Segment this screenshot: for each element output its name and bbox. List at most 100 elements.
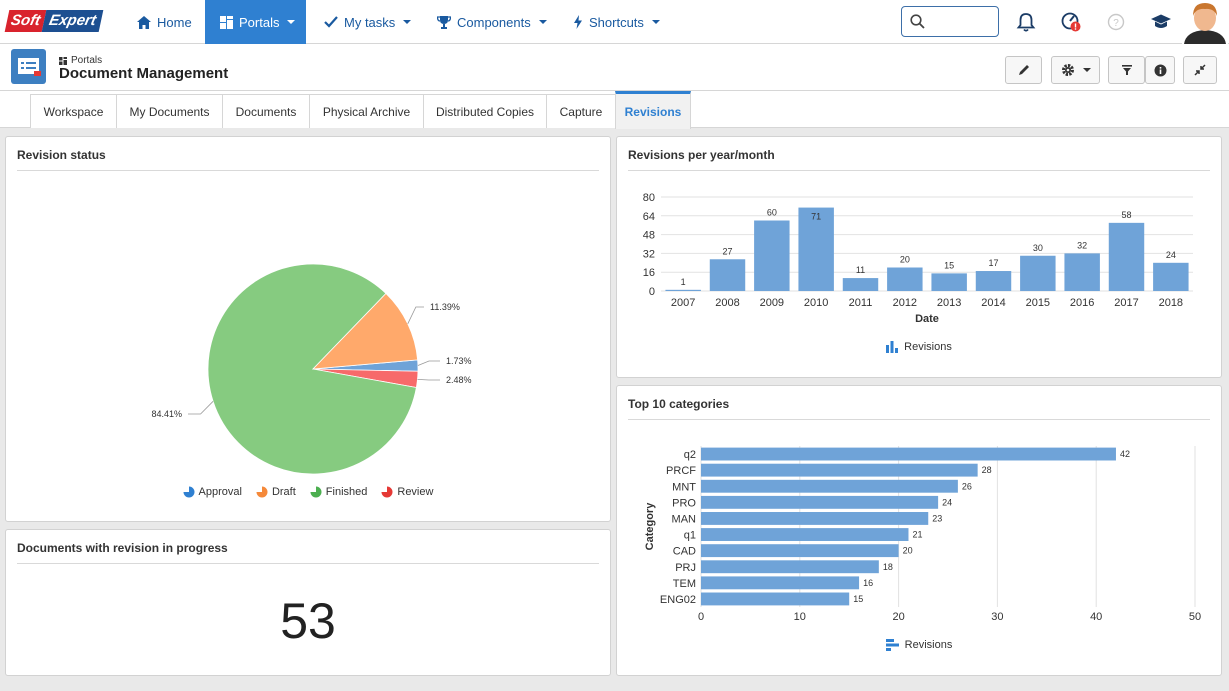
pie-legend-icon [310,486,322,498]
revision-in-progress-count[interactable]: 53 [280,593,336,649]
nav-my-tasks-label: My tasks [344,14,396,30]
tab-revisions[interactable]: Revisions [615,91,691,129]
nav-home-label: Home [157,14,192,30]
bar-2011[interactable] [842,278,879,291]
bar-PRCF[interactable] [701,463,978,477]
bar-2007[interactable] [665,289,701,291]
legend-item-draft[interactable]: Draft [256,486,296,498]
filter-button[interactable] [1108,56,1145,84]
bar-CAD[interactable] [701,544,899,558]
bell-icon[interactable] [1015,11,1037,33]
legend-item-review[interactable]: Review [381,486,433,498]
nav-components-label: Components [457,14,531,30]
global-search[interactable] [901,6,999,37]
bar-PRO[interactable] [701,495,939,509]
bolt-icon [574,15,582,29]
breadcrumb[interactable]: Portals [59,55,102,66]
legend-item-approval[interactable]: Approval [183,486,242,498]
bar-2017[interactable] [1108,222,1145,291]
bar-2015[interactable] [1020,255,1056,291]
horizontal-bar-chart-icon [885,639,899,651]
bar-data-label: 24 [942,497,952,507]
tab-label: My Documents [129,104,210,119]
year-chart-legend[interactable]: Revisions [617,341,1221,353]
nav-portals[interactable]: Portals [205,0,306,44]
bar-data-label: 16 [863,578,873,588]
pie-legend: Approval Draft Finished Review [6,486,610,498]
home-icon [137,15,151,29]
pie-slice-finished[interactable] [207,263,417,475]
portal-header: Portals Document Management [0,44,1229,91]
nav-components[interactable]: Components [437,0,555,44]
tab-label: Physical Archive [322,104,411,119]
user-avatar[interactable] [1182,0,1228,44]
graduation-cap-icon[interactable] [1150,11,1172,33]
bar-data-label: 20 [903,546,913,556]
bar-ENG02[interactable] [701,592,850,606]
tab-distributed-copies[interactable]: Distributed Copies [423,94,547,128]
legend-label: Review [397,486,434,498]
nav-my-tasks[interactable]: My tasks [324,0,419,44]
portals-grid-icon [59,56,67,65]
category-chart-legend[interactable]: Revisions [617,639,1221,651]
gear-icon [1061,64,1074,76]
bar-data-label: 18 [883,562,893,572]
search-input[interactable] [930,12,994,32]
panel-title: Revision status [17,148,106,162]
y-tick-label: q2 [684,449,696,461]
bar-data-label: 42 [1120,449,1130,459]
nav-home[interactable]: Home [127,0,205,44]
chevron-down-icon [538,20,547,24]
legend-label: Approval [198,486,242,498]
pie-slice-draft[interactable] [311,292,419,370]
tab-workspace[interactable]: Workspace [30,94,117,128]
bar-PRJ[interactable] [701,560,879,574]
bar-MNT[interactable] [701,479,958,493]
bar-2012[interactable] [887,267,923,292]
settings-dropdown-button[interactable] [1051,56,1100,84]
legend-label: Draft [271,486,296,498]
bar-data-label: 20 [900,255,910,265]
bar-data-label: 24 [1166,250,1176,260]
bar-data-label: 21 [912,530,922,540]
bar-q2[interactable] [701,447,1116,461]
bar-MAN[interactable] [701,512,929,525]
tab-documents[interactable]: Documents [222,94,310,128]
collapse-button[interactable] [1183,56,1217,84]
info-button[interactable] [1145,56,1175,84]
bar-2009[interactable] [754,220,790,292]
bar-data-label: 15 [944,260,954,270]
tab-my-documents[interactable]: My Documents [116,94,223,128]
bar-2010[interactable] [798,207,834,291]
bar-q1[interactable] [701,528,909,541]
top-categories-panel: Top 10 categories 0 10 20 30 40 50 42 q2 28 PRCF 2… [616,385,1222,676]
svg-text:?: ? [1113,18,1119,29]
y-axis-label: Category [644,502,656,551]
y-tick-label: 64 [643,211,655,223]
pie-data-label: 84.41% [151,409,182,419]
tab-capture[interactable]: Capture [546,94,616,128]
bar-TEM[interactable] [701,576,860,590]
nav-shortcuts-label: Shortcuts [589,14,644,30]
help-icon[interactable]: ? [1105,11,1127,33]
info-icon [1154,64,1166,76]
pie-legend-icon [183,486,195,498]
bar-2014[interactable] [975,271,1012,291]
edit-button[interactable] [1005,56,1042,84]
top-navbar: Soft Expert Home Portals My tasks Compon… [0,0,1229,44]
bar-2013[interactable] [931,273,967,291]
bar-2018[interactable] [1153,262,1189,291]
legend-label: Revisions [904,341,952,353]
bar-2016[interactable] [1064,253,1100,291]
nav-shortcuts[interactable]: Shortcuts [573,0,673,44]
performance-alert-icon[interactable] [1060,11,1082,33]
legend-item-finished[interactable]: Finished [310,486,367,498]
y-tick-label: 16 [643,267,655,279]
bar-data-label: 17 [988,258,998,268]
panel-divider [17,563,599,564]
pie-leader-line [417,360,440,366]
panel-title: Revisions per year/month [628,148,775,162]
tab-physical-archive[interactable]: Physical Archive [309,94,424,128]
bar-2008[interactable] [709,259,746,291]
softexpert-logo[interactable]: Soft Expert [4,10,104,32]
